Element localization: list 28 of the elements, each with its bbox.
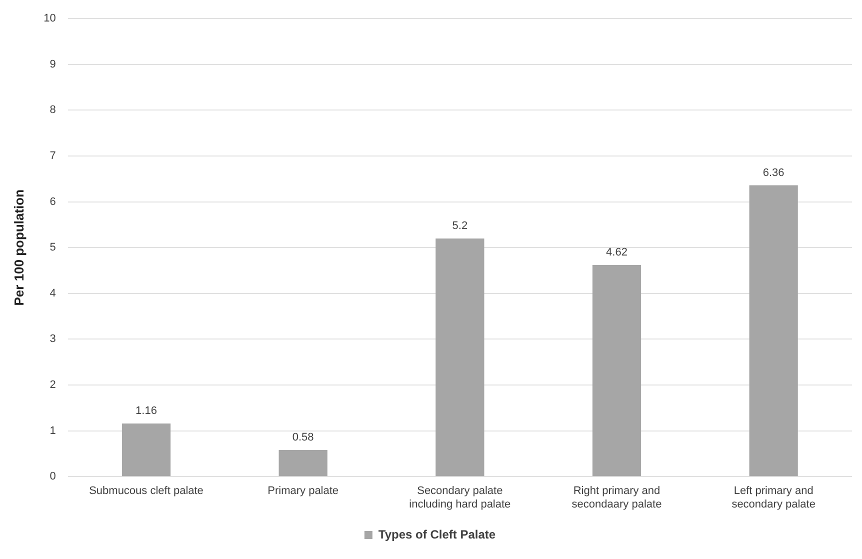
y-axis-title: Per 100 population (11, 189, 26, 306)
y-tick-label: 5 (50, 242, 56, 254)
y-tick-label: 8 (50, 104, 56, 116)
x-tick-label: Submucous cleft palate (89, 485, 204, 498)
x-tick-label: Right primary and secondaary palate (572, 485, 662, 510)
bar (278, 450, 328, 476)
data-label: 5.2 (452, 220, 468, 232)
bar (749, 185, 798, 476)
y-tick-label: 2 (50, 379, 56, 392)
data-label: 6.36 (762, 166, 784, 179)
y-tick-label: 6 (50, 196, 56, 208)
y-tick-label: 3 (50, 333, 56, 346)
y-tick-label: 0 (50, 470, 56, 483)
y-tick-label: 1 (50, 424, 56, 437)
data-label: 4.62 (606, 246, 628, 259)
bar (436, 238, 484, 476)
bar (122, 423, 171, 476)
bar (592, 265, 642, 476)
y-tick-label: 9 (50, 58, 56, 70)
x-tick-label: Primary palate (268, 485, 339, 498)
y-tick-label: 10 (44, 12, 56, 25)
y-tick-label: 4 (50, 287, 56, 300)
x-tick-label: Left primary and secondary palate (732, 485, 816, 510)
data-label: 1.16 (136, 405, 157, 418)
y-tick-label: 7 (50, 150, 56, 162)
x-tick-label: Secondary palate including hard palate (409, 485, 511, 510)
legend-label: Types of Cleft Palate (378, 527, 496, 542)
data-label: 0.58 (292, 432, 314, 444)
